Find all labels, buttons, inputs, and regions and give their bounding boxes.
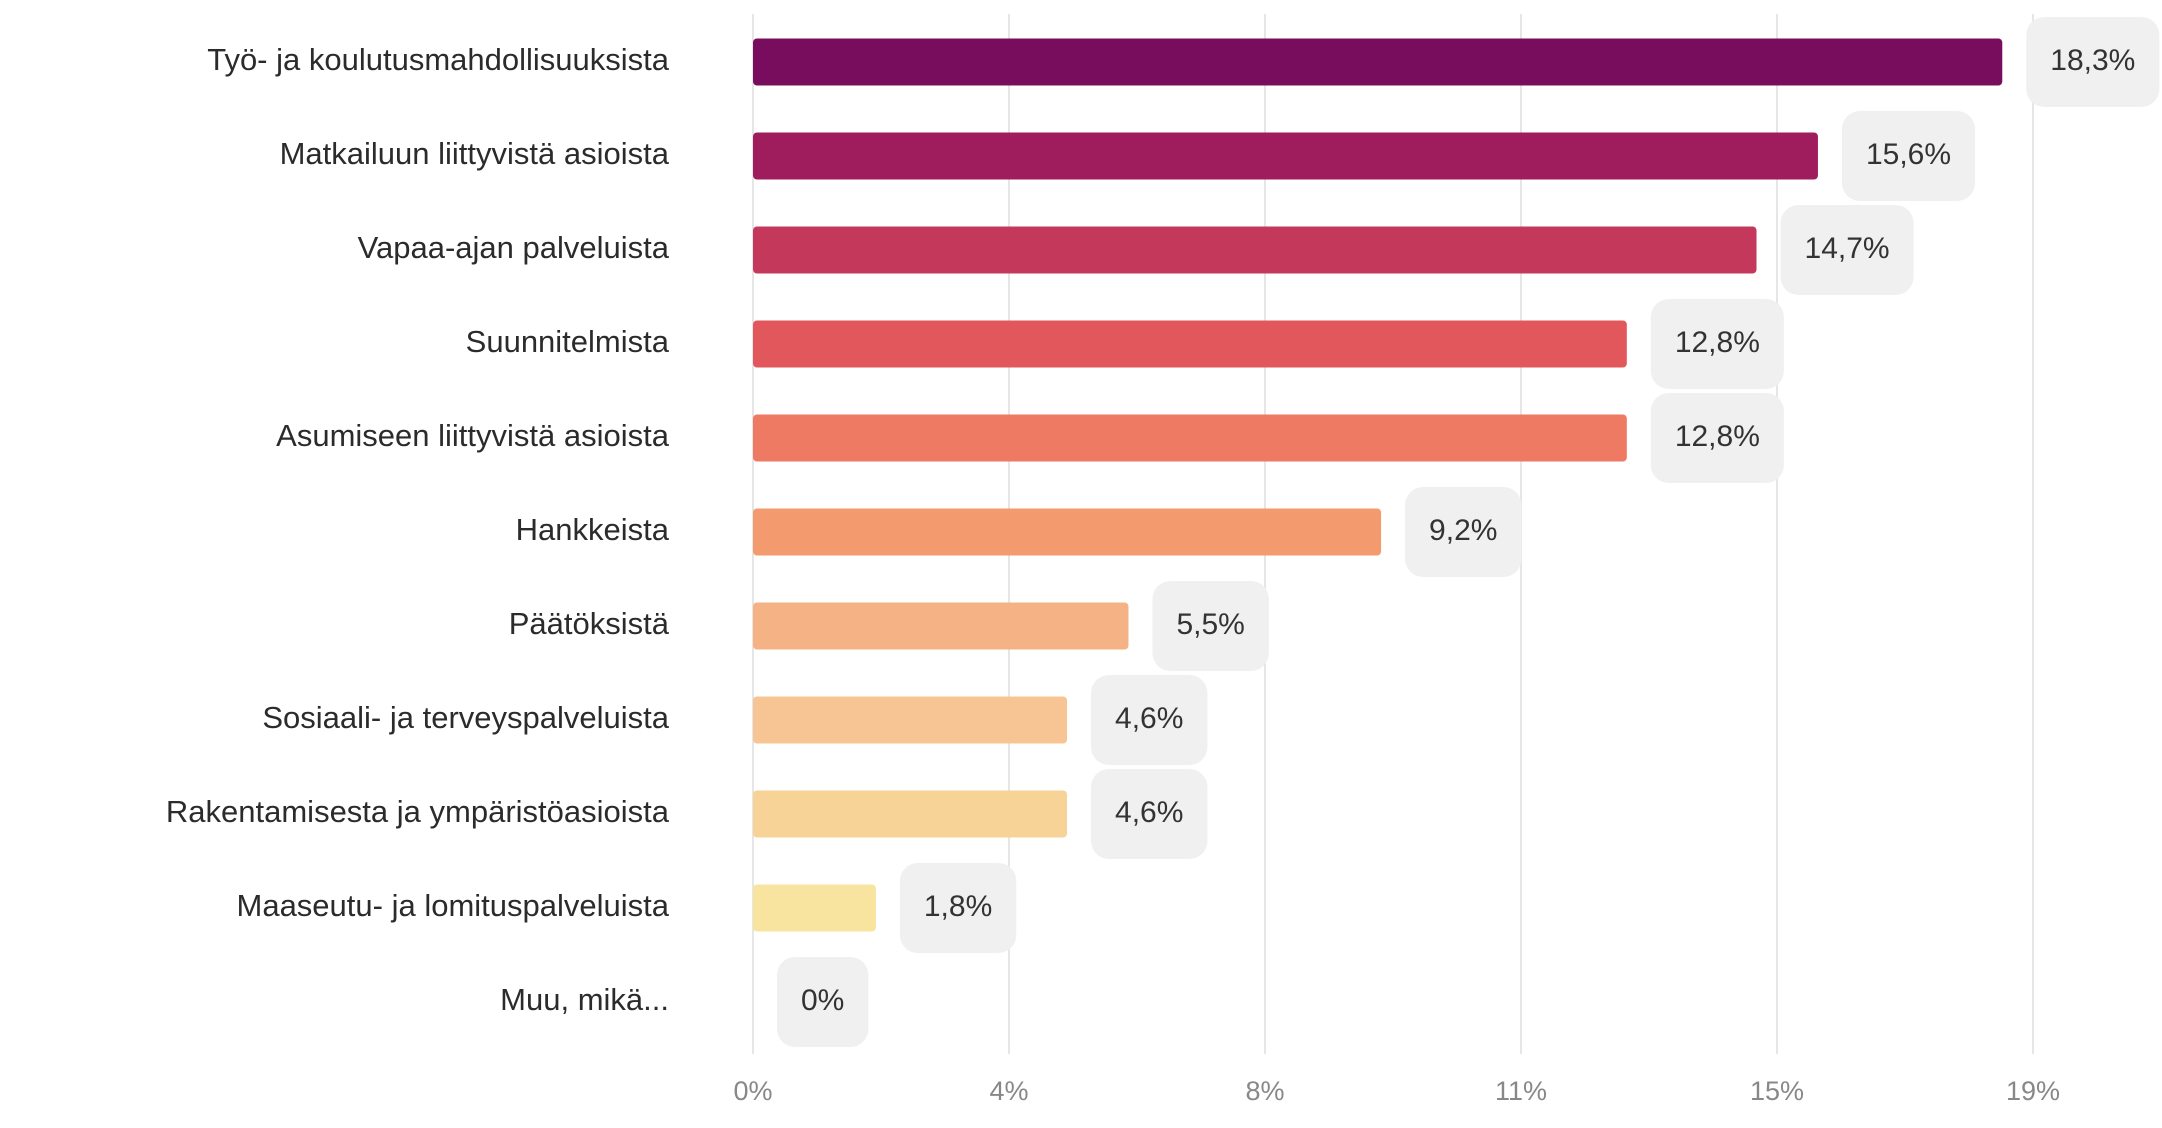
value-label-bg [1405, 487, 1522, 577]
category-label: Muu, mikä... [500, 982, 669, 1017]
category-label: Asumiseen liittyvistä asioista [276, 418, 670, 453]
value-label-bg [899, 863, 1017, 953]
value-label-bg [1650, 393, 1784, 483]
value-label: 9,2% [1429, 514, 1497, 547]
x-tick-label: 8% [1245, 1076, 1284, 1106]
value-label: 0% [801, 984, 844, 1017]
value-label-bg [1780, 205, 1914, 295]
category-label: Hankkeista [516, 512, 670, 547]
value-label-bg [2026, 17, 2160, 107]
category-label: Vapaa-ajan palveluista [358, 230, 670, 265]
value-label-bg [1841, 111, 1976, 201]
category-label: Matkailuun liittyvistä asioista [280, 136, 670, 171]
bar [753, 38, 2003, 86]
bar [753, 602, 1129, 650]
value-label-bg [777, 957, 869, 1047]
bar [753, 226, 1757, 274]
x-tick-label: 11% [1495, 1076, 1547, 1106]
bar [753, 132, 1818, 180]
value-label: 12,8% [1675, 420, 1760, 453]
value-label: 5,5% [1176, 608, 1244, 641]
category-label: Sosiaali- ja terveyspalveluista [262, 700, 669, 735]
x-tick-label: 19% [2006, 1076, 2060, 1106]
bar [753, 414, 1627, 462]
bar [753, 884, 876, 932]
category-label: Päätöksistä [509, 606, 670, 641]
x-tick-label: 15% [1750, 1076, 1804, 1106]
bar [753, 508, 1382, 556]
value-label: 12,8% [1675, 326, 1760, 359]
bar [753, 320, 1627, 368]
bar [753, 696, 1068, 744]
category-label: Maaseutu- ja lomituspalveluista [237, 888, 670, 923]
value-label: 15,6% [1866, 138, 1951, 171]
value-label-bg [1650, 299, 1784, 389]
category-label: Työ- ja koulutusmahdollisuuksista [207, 42, 670, 77]
value-label: 1,8% [924, 890, 992, 923]
category-label: Rakentamisesta ja ympäristöasioista [166, 794, 670, 829]
x-tick-label: 4% [989, 1076, 1028, 1106]
value-label-bg [1091, 769, 1208, 859]
value-label: 4,6% [1115, 796, 1183, 829]
value-label-bg [1091, 675, 1208, 765]
x-tick-label: 0% [733, 1076, 772, 1106]
bar [753, 790, 1068, 838]
value-label: 14,7% [1805, 232, 1890, 265]
category-label: Suunnitelmista [466, 324, 670, 359]
value-label-bg [1152, 581, 1269, 671]
value-label: 4,6% [1115, 702, 1183, 735]
value-label: 18,3% [2050, 44, 2135, 77]
